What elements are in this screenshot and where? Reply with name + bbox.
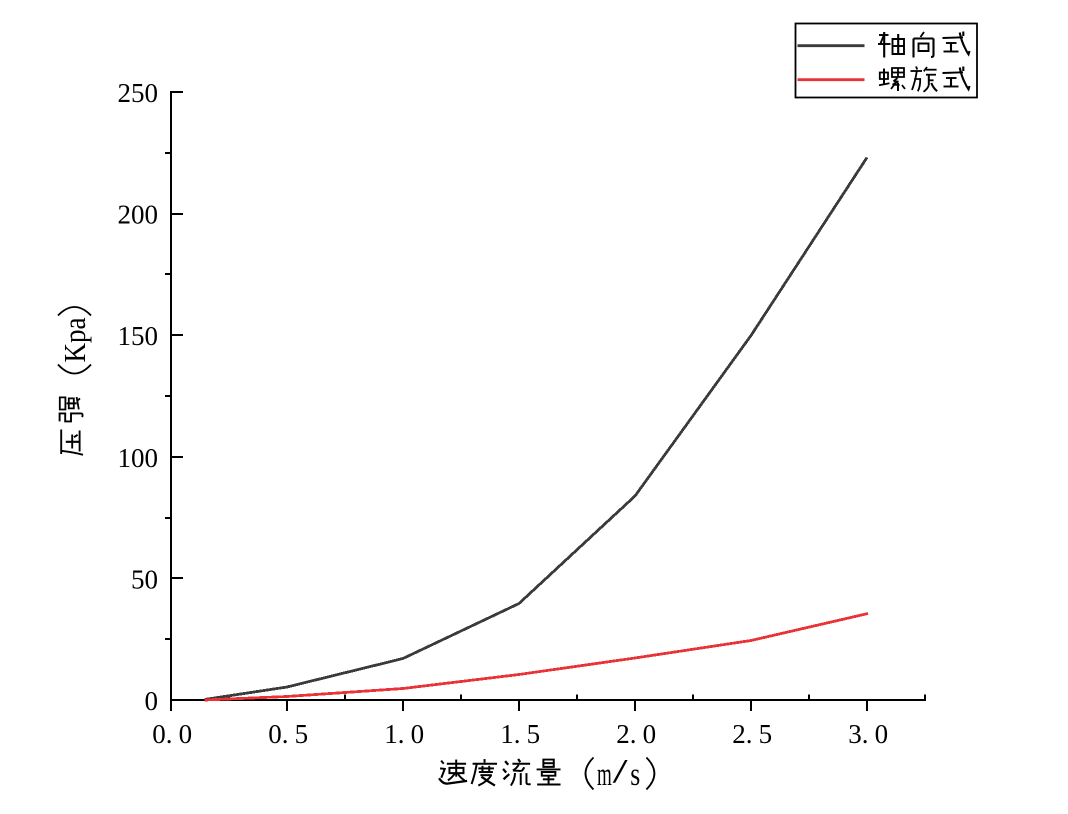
svg-text:/: / [613,753,629,790]
svg-text:250: 250 [118,78,159,108]
svg-text:0.5: 0. 5 [268,719,308,749]
svg-text:m: m [597,757,612,793]
svg-text:100: 100 [118,443,159,473]
svg-text:200: 200 [118,200,159,230]
svg-text:1.5: 1. 5 [500,719,540,749]
svg-text:s: s [630,757,640,793]
svg-text:50: 50 [131,564,158,594]
svg-text:0.0: 0. 0 [152,719,192,749]
svg-text:3.0: 3. 0 [848,719,888,749]
svg-text:0: 0 [145,686,159,716]
svg-text:2.5: 2. 5 [732,719,772,749]
svg-text:1.0: 1. 0 [384,719,424,749]
svg-text:150: 150 [118,321,159,351]
svg-text:Kpa: Kpa [57,317,92,362]
svg-text:2.0: 2. 0 [616,719,656,749]
